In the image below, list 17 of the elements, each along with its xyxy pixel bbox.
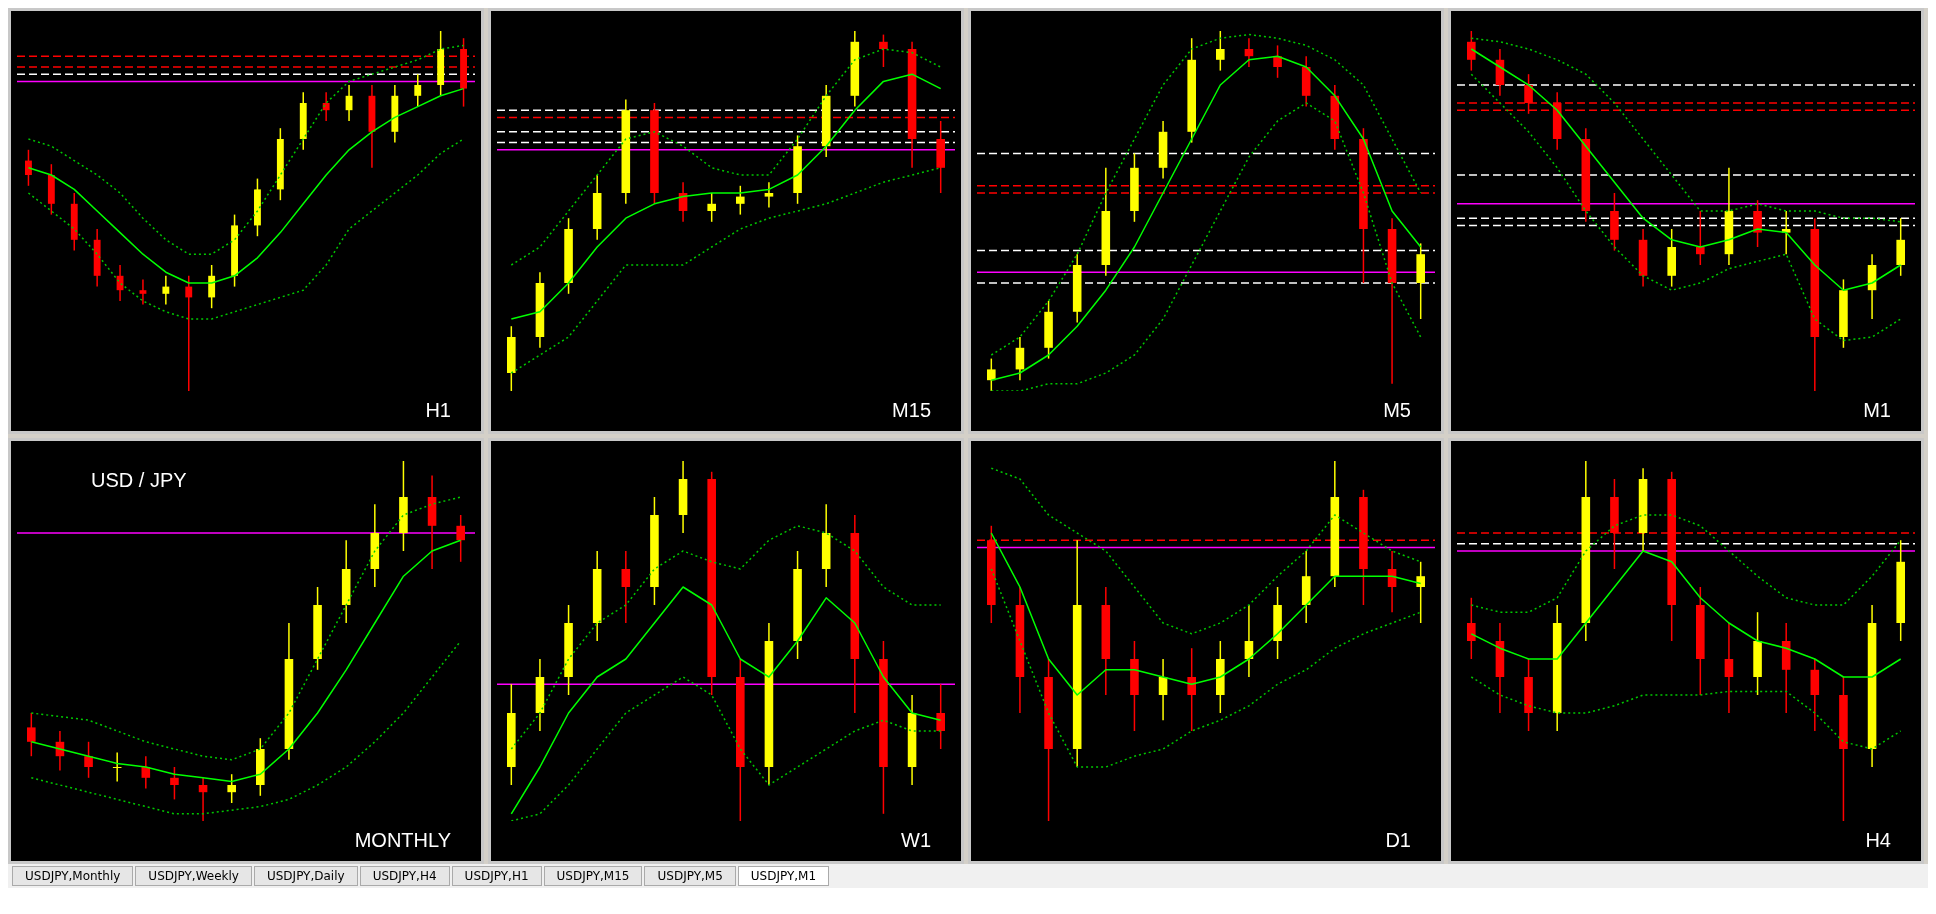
text: H1 xyxy=(425,398,451,421)
text: USDJPY,M15 xyxy=(543,866,643,886)
text: D1 xyxy=(1385,828,1411,851)
text: USDJPY,Monthly xyxy=(12,866,134,886)
text: USDJPY,H4 xyxy=(359,866,450,886)
text: USDJPY,H1 xyxy=(451,866,542,886)
text: USDJPY,M5 xyxy=(644,866,736,886)
text: M5 xyxy=(1383,398,1411,421)
text: W1 xyxy=(901,828,931,851)
text: M1 xyxy=(1863,398,1891,421)
chart-subtitle: USD / JPY xyxy=(91,468,187,491)
text: USDJPY,M1 xyxy=(737,866,830,886)
text: M15 xyxy=(892,398,931,421)
text: USDJPY,Daily xyxy=(253,866,358,886)
text: H4 xyxy=(1865,828,1891,851)
text: MONTHLY xyxy=(354,828,451,851)
text: USDJPY,Weekly xyxy=(135,866,252,886)
